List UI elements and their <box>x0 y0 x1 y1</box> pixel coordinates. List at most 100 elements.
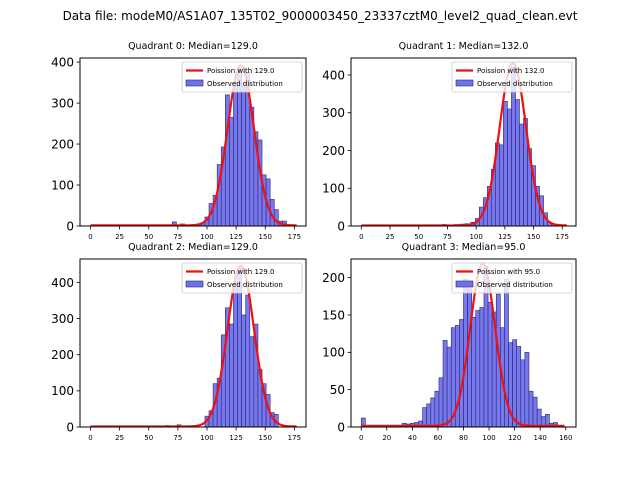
x-tick-label: 60 <box>433 434 442 442</box>
x-tick-label: 50 <box>144 233 153 241</box>
histogram-bar <box>520 359 526 427</box>
histogram-bar <box>229 117 234 226</box>
histogram-bar <box>503 101 508 226</box>
quadrant-0-subplot: Quadrant 0: Median=129.0 0 100 200 300 400 0 25… <box>51 41 307 241</box>
x-tick-label: 125 <box>498 233 511 241</box>
histogram-bar <box>438 377 444 427</box>
histogram-bar <box>512 339 517 427</box>
y-tick-label: 150 <box>322 308 345 322</box>
legend-label-observed: Observed distribution <box>207 80 283 88</box>
histogram-bar <box>515 99 520 226</box>
plot-area <box>90 264 297 427</box>
legend-bar-swatch <box>455 79 474 87</box>
plot-area <box>90 64 297 226</box>
x-tick-label: 175 <box>556 233 569 241</box>
histogram-bar <box>426 403 432 427</box>
histogram-bar <box>528 390 534 427</box>
histogram-bar <box>507 108 512 226</box>
axes-frame <box>79 57 307 227</box>
y-tick-label: 50 <box>330 383 345 397</box>
histogram-bar <box>434 390 440 427</box>
legend-box <box>181 61 303 93</box>
histogram-bar <box>233 82 238 226</box>
legend-box <box>451 262 573 294</box>
legend: Poission with 95.0 Observed distribution <box>451 262 573 294</box>
histogram-bar <box>233 282 238 427</box>
x-tick-label: 100 <box>482 434 495 442</box>
histogram-bar <box>475 310 481 427</box>
legend-label-observed: Observed distribution <box>477 80 553 88</box>
x-tick-label: 0 <box>88 434 92 442</box>
quadrant-2-subplot: Quadrant 2: Median=129.0 0 100 200 300 400 0 25… <box>51 242 307 442</box>
histogram-bar <box>241 82 247 226</box>
x-tick-label: 0 <box>359 233 363 241</box>
y-tick-label: 0 <box>337 219 345 233</box>
histogram-bar <box>471 316 477 427</box>
x-tick-label: 20 <box>382 434 391 442</box>
x-tick-label: 140 <box>534 434 547 442</box>
legend-label-fit: Poission with 129.0 <box>207 268 275 276</box>
figure-suptitle: Data file: modeM0/AS1A07_135T02_90000034… <box>63 9 578 23</box>
y-tick-label: 200 <box>51 137 74 151</box>
histogram-bar <box>516 346 522 427</box>
histogram-bar <box>487 302 493 427</box>
histogram-bar <box>545 414 550 427</box>
y-tick-label: 0 <box>337 420 345 434</box>
x-tick-label: 50 <box>144 434 153 442</box>
histogram-bar <box>273 209 279 226</box>
y-tick-label: 300 <box>51 312 74 326</box>
legend-label-observed: Observed distribution <box>477 281 553 289</box>
y-tick-label: 200 <box>51 348 74 362</box>
y-tick-label: 400 <box>51 276 74 290</box>
histogram-bar <box>249 336 255 427</box>
x-tick-label: 75 <box>443 233 452 241</box>
subplot-title: Quadrant 2: Median=129.0 <box>128 242 258 253</box>
x-tick-label: 160 <box>559 434 572 442</box>
y-tick-label: 0 <box>66 420 74 434</box>
x-tick-label: 125 <box>229 434 242 442</box>
x-tick-label: 175 <box>288 434 301 442</box>
legend-box <box>451 61 573 93</box>
x-tick-label: 25 <box>386 233 395 241</box>
x-tick-label: 0 <box>88 233 92 241</box>
legend-bar-swatch <box>185 79 204 87</box>
axes-frame <box>350 57 577 227</box>
x-tick-label: 25 <box>115 434 124 442</box>
legend-bar-swatch <box>185 280 204 288</box>
plot-area <box>361 61 567 226</box>
histogram-bar <box>446 346 452 427</box>
legend-box <box>181 262 303 294</box>
histogram-bar <box>241 314 247 427</box>
axes-frame <box>79 258 307 428</box>
y-tick-label: 400 <box>322 68 345 82</box>
subplot-title: Quadrant 1: Median=132.0 <box>399 41 529 52</box>
histogram-bar <box>245 294 251 427</box>
y-tick-label: 100 <box>322 346 345 360</box>
y-tick-label: 0 <box>66 219 74 233</box>
x-tick-label: 100 <box>200 233 213 241</box>
legend-label-fit: Poission with 129.0 <box>207 67 275 75</box>
x-tick-label: 175 <box>288 233 301 241</box>
histogram-bar <box>536 408 542 427</box>
y-tick-label: 300 <box>322 106 345 120</box>
subplot-title: Quadrant 0: Median=129.0 <box>128 41 258 52</box>
x-tick-label: 125 <box>229 233 242 241</box>
y-tick-label: 100 <box>51 384 74 398</box>
x-tick-label: 120 <box>508 434 521 442</box>
legend: Poission with 129.0 Observed distribution <box>181 61 303 93</box>
x-tick-label: 0 <box>359 434 363 442</box>
histogram-bar <box>519 123 524 226</box>
subplot-title: Quadrant 3: Median=95.0 <box>402 242 526 253</box>
legend: Poission with 129.0 Observed distribution <box>181 262 303 294</box>
x-tick-label: 150 <box>259 233 272 241</box>
histogram-bar <box>467 288 472 427</box>
poisson-fit-line <box>361 61 567 226</box>
legend: Poission with 132.0 Observed distribution <box>451 61 573 93</box>
quadrant-3-subplot: Quadrant 3: Median=95.0 0 50 100 150 200 0 20 40… <box>322 242 577 442</box>
poisson-fit-line <box>90 64 297 226</box>
histogram-bar <box>442 340 448 427</box>
x-tick-label: 25 <box>115 233 124 241</box>
histogram-bar <box>430 397 436 427</box>
y-tick-label: 300 <box>51 96 74 110</box>
